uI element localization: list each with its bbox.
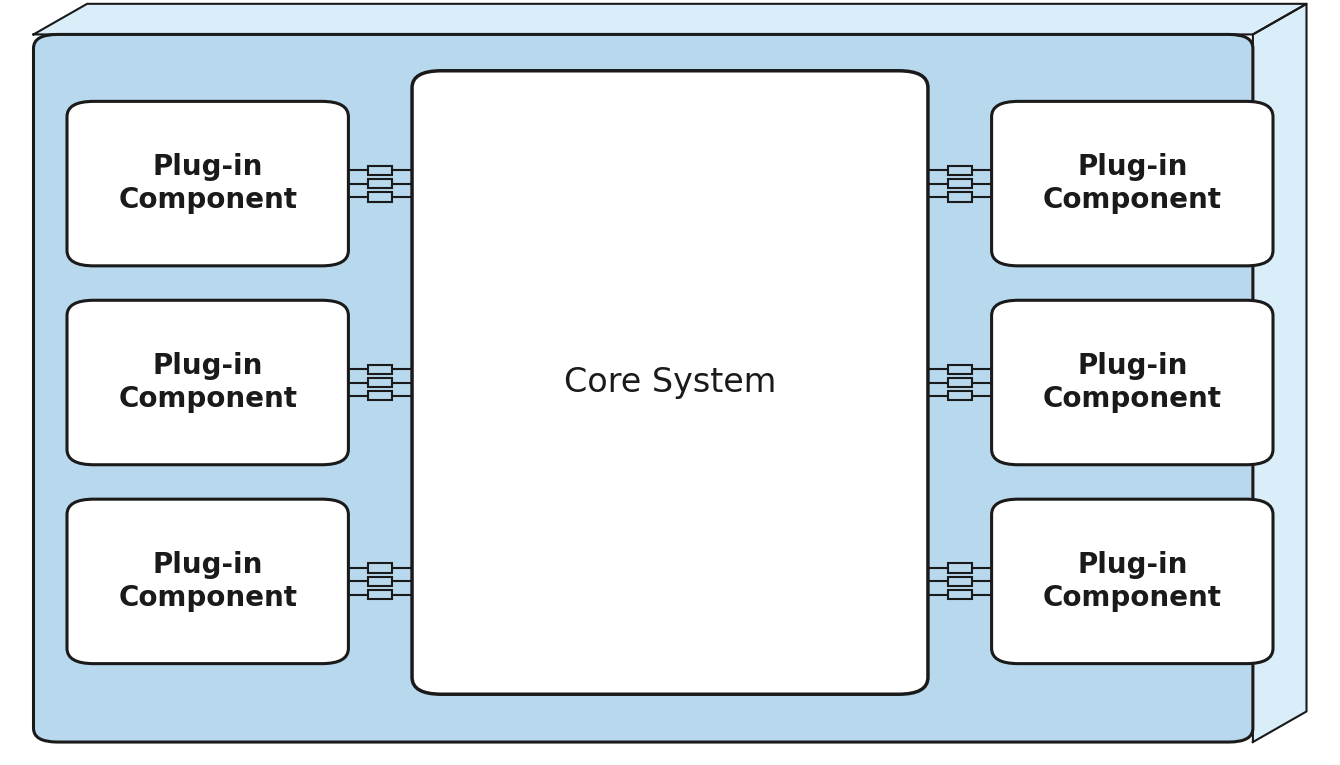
Bar: [369, 590, 393, 599]
Text: Plug-in
Component: Plug-in Component: [118, 153, 297, 214]
Bar: [947, 166, 972, 175]
Bar: [947, 391, 972, 400]
FancyBboxPatch shape: [67, 499, 348, 663]
Text: Core System: Core System: [564, 366, 776, 399]
Text: Plug-in
Component: Plug-in Component: [1043, 551, 1222, 612]
Text: Plug-in
Component: Plug-in Component: [1043, 352, 1222, 413]
FancyBboxPatch shape: [992, 301, 1273, 465]
FancyBboxPatch shape: [992, 102, 1273, 266]
Bar: [369, 192, 393, 201]
Bar: [369, 378, 393, 387]
Bar: [947, 590, 972, 599]
Bar: [369, 166, 393, 175]
Bar: [947, 179, 972, 188]
FancyBboxPatch shape: [34, 34, 1253, 742]
FancyBboxPatch shape: [413, 71, 927, 695]
Bar: [369, 365, 393, 374]
Bar: [947, 365, 972, 374]
Bar: [369, 179, 393, 188]
Text: Plug-in
Component: Plug-in Component: [118, 551, 297, 612]
Bar: [947, 378, 972, 387]
FancyBboxPatch shape: [992, 499, 1273, 663]
Bar: [369, 564, 393, 573]
Bar: [947, 192, 972, 201]
Text: Plug-in
Component: Plug-in Component: [1043, 153, 1222, 214]
Text: Plug-in
Component: Plug-in Component: [118, 352, 297, 413]
Bar: [369, 577, 393, 586]
Polygon shape: [34, 4, 1306, 34]
Bar: [947, 577, 972, 586]
Bar: [947, 564, 972, 573]
FancyBboxPatch shape: [67, 102, 348, 266]
Bar: [369, 391, 393, 400]
FancyBboxPatch shape: [67, 301, 348, 465]
Polygon shape: [1253, 4, 1306, 742]
